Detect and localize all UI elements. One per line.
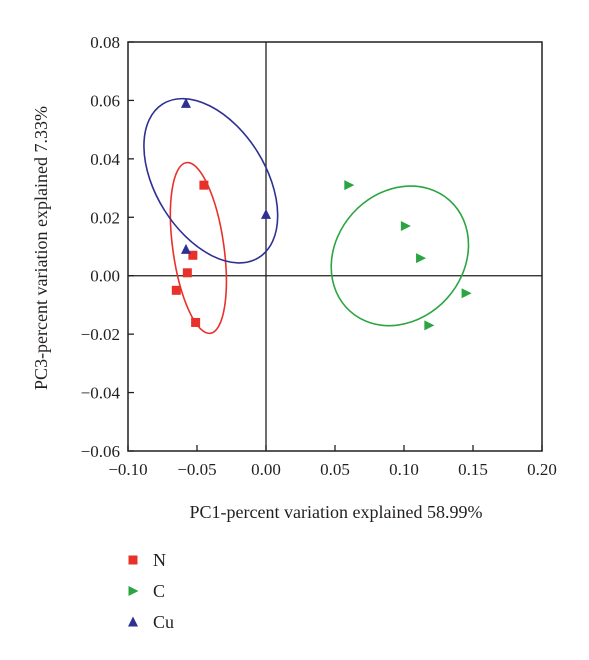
- ellipse-n: [169, 161, 228, 335]
- data-point-c: [416, 253, 427, 264]
- x-tick-label: 0.15: [458, 460, 488, 479]
- y-tick-label: −0.02: [81, 325, 120, 344]
- ellipse-cu: [143, 97, 279, 264]
- plot-frame: [127, 41, 543, 452]
- legend-label-c: C: [153, 581, 165, 601]
- series-c: [330, 180, 472, 331]
- x-axis-title: PC1-percent variation explained 58.99%: [190, 502, 483, 522]
- y-axis-ticks: −0.06 −0.04 −0.02 0.00 0.02 0.04 0.06 0.08: [81, 33, 134, 461]
- data-point-c: [400, 221, 411, 232]
- x-tick-label: 0.05: [320, 460, 350, 479]
- x-tick-label: −0.05: [177, 460, 216, 479]
- data-point-n: [182, 268, 192, 278]
- ellipse-c: [330, 185, 470, 327]
- series-cu: [143, 97, 279, 264]
- data-point-n: [171, 285, 181, 295]
- legend-marker-n: [128, 555, 138, 565]
- y-tick-label: 0.00: [90, 267, 120, 286]
- y-tick-label: 0.02: [90, 208, 120, 227]
- y-tick-label: 0.06: [90, 91, 120, 110]
- x-tick-label: −0.10: [108, 460, 147, 479]
- legend-marker-cu: [128, 616, 138, 627]
- data-point-c: [461, 288, 472, 299]
- data-point-c: [344, 180, 355, 191]
- legend: NC Cu: [128, 550, 174, 632]
- y-axis-title: PC3-percent variation explained 7.33%: [31, 106, 51, 390]
- data-point-cu: [180, 97, 191, 108]
- data-point-n: [188, 250, 198, 260]
- series-n: [169, 161, 228, 335]
- data-point-cu: [261, 208, 271, 219]
- x-tick-label: 0.20: [527, 460, 557, 479]
- x-tick-label: 0.00: [251, 460, 281, 479]
- y-tick-label: −0.04: [81, 384, 121, 403]
- data-point-n: [191, 317, 201, 327]
- x-tick-label: 0.10: [389, 460, 419, 479]
- plot-area: [127, 41, 543, 452]
- legend-label-n: N: [153, 550, 166, 570]
- legend-label-cu: Cu: [153, 612, 174, 632]
- data-point-c: [424, 320, 435, 331]
- y-tick-label: 0.04: [90, 150, 120, 169]
- y-tick-label: −0.06: [81, 442, 120, 461]
- data-point-n: [199, 180, 209, 190]
- legend-marker-c: [128, 586, 139, 596]
- data-point-cu: [180, 243, 191, 254]
- y-tick-label: 0.08: [90, 33, 120, 52]
- x-axis-ticks: −0.10 −0.05 0.00 0.05 0.10 0.15 0.20: [108, 445, 557, 479]
